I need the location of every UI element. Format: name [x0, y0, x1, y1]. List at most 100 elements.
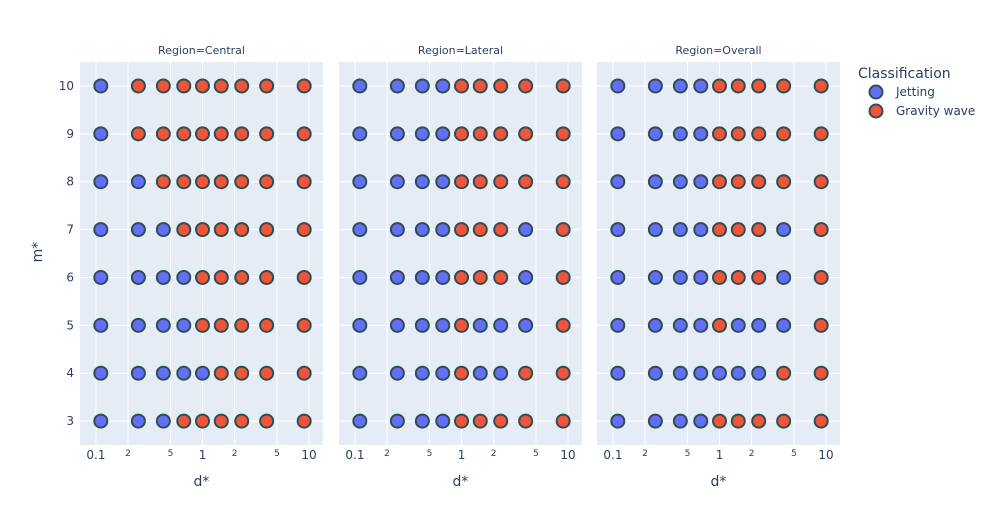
data-point-jetting[interactable]	[435, 365, 451, 381]
data-point-gravity-wave[interactable]	[813, 126, 829, 142]
data-point-jetting[interactable]	[610, 78, 626, 94]
data-point-gravity-wave[interactable]	[751, 222, 767, 238]
legend-item-jetting[interactable]: Jetting	[868, 84, 935, 100]
data-point-jetting[interactable]	[414, 222, 430, 238]
data-point-jetting[interactable]	[352, 78, 368, 94]
data-point-jetting[interactable]	[352, 269, 368, 285]
data-point-jetting[interactable]	[672, 222, 688, 238]
data-point-jetting[interactable]	[610, 317, 626, 333]
data-point-jetting[interactable]	[647, 269, 663, 285]
data-point-jetting[interactable]	[352, 222, 368, 238]
data-point-jetting[interactable]	[518, 269, 534, 285]
data-point-gravity-wave[interactable]	[234, 317, 250, 333]
data-point-gravity-wave[interactable]	[555, 222, 571, 238]
data-point-gravity-wave[interactable]	[518, 365, 534, 381]
data-point-gravity-wave[interactable]	[296, 365, 312, 381]
data-point-gravity-wave[interactable]	[296, 78, 312, 94]
data-point-gravity-wave[interactable]	[712, 413, 728, 429]
data-point-gravity-wave[interactable]	[213, 78, 229, 94]
data-point-jetting[interactable]	[730, 365, 746, 381]
data-point-jetting[interactable]	[493, 317, 509, 333]
data-point-gravity-wave[interactable]	[234, 174, 250, 190]
data-point-gravity-wave[interactable]	[296, 126, 312, 142]
data-point-gravity-wave[interactable]	[176, 126, 192, 142]
data-point-jetting[interactable]	[130, 365, 146, 381]
data-point-jetting[interactable]	[414, 365, 430, 381]
data-point-gravity-wave[interactable]	[195, 269, 211, 285]
data-point-jetting[interactable]	[414, 78, 430, 94]
data-point-jetting[interactable]	[672, 269, 688, 285]
data-point-gravity-wave[interactable]	[751, 413, 767, 429]
data-point-gravity-wave[interactable]	[259, 413, 275, 429]
data-point-jetting[interactable]	[389, 269, 405, 285]
data-point-jetting[interactable]	[389, 222, 405, 238]
data-point-jetting[interactable]	[130, 413, 146, 429]
data-point-gravity-wave[interactable]	[454, 413, 470, 429]
data-point-jetting[interactable]	[672, 78, 688, 94]
data-point-gravity-wave[interactable]	[234, 413, 250, 429]
data-point-gravity-wave[interactable]	[454, 174, 470, 190]
data-point-gravity-wave[interactable]	[555, 126, 571, 142]
data-point-jetting[interactable]	[647, 126, 663, 142]
data-point-gravity-wave[interactable]	[555, 365, 571, 381]
data-point-jetting[interactable]	[155, 222, 171, 238]
data-point-gravity-wave[interactable]	[730, 269, 746, 285]
data-point-jetting[interactable]	[389, 78, 405, 94]
data-point-gravity-wave[interactable]	[813, 174, 829, 190]
data-point-jetting[interactable]	[472, 365, 488, 381]
data-point-jetting[interactable]	[389, 174, 405, 190]
data-point-gravity-wave[interactable]	[493, 269, 509, 285]
data-point-gravity-wave[interactable]	[751, 126, 767, 142]
data-point-gravity-wave[interactable]	[555, 269, 571, 285]
data-point-jetting[interactable]	[751, 365, 767, 381]
data-point-jetting[interactable]	[693, 222, 709, 238]
data-point-jetting[interactable]	[176, 269, 192, 285]
data-point-jetting[interactable]	[389, 317, 405, 333]
data-point-gravity-wave[interactable]	[195, 317, 211, 333]
data-point-jetting[interactable]	[776, 269, 792, 285]
data-point-gravity-wave[interactable]	[730, 174, 746, 190]
data-point-jetting[interactable]	[352, 317, 368, 333]
data-point-jetting[interactable]	[435, 174, 451, 190]
data-point-gravity-wave[interactable]	[518, 126, 534, 142]
data-point-jetting[interactable]	[435, 317, 451, 333]
data-point-gravity-wave[interactable]	[712, 317, 728, 333]
data-point-gravity-wave[interactable]	[176, 174, 192, 190]
data-point-jetting[interactable]	[414, 317, 430, 333]
data-point-jetting[interactable]	[693, 78, 709, 94]
data-point-jetting[interactable]	[693, 317, 709, 333]
data-point-jetting[interactable]	[610, 269, 626, 285]
data-point-jetting[interactable]	[352, 126, 368, 142]
data-point-gravity-wave[interactable]	[555, 317, 571, 333]
data-point-jetting[interactable]	[647, 174, 663, 190]
data-point-gravity-wave[interactable]	[213, 126, 229, 142]
data-point-jetting[interactable]	[155, 317, 171, 333]
data-point-gravity-wave[interactable]	[213, 269, 229, 285]
legend-item-gravity-wave[interactable]: Gravity wave	[868, 103, 976, 119]
data-point-gravity-wave[interactable]	[518, 78, 534, 94]
data-point-gravity-wave[interactable]	[195, 222, 211, 238]
data-point-jetting[interactable]	[672, 317, 688, 333]
data-point-jetting[interactable]	[352, 174, 368, 190]
data-point-gravity-wave[interactable]	[176, 78, 192, 94]
data-point-gravity-wave[interactable]	[259, 78, 275, 94]
data-point-gravity-wave[interactable]	[776, 78, 792, 94]
data-point-jetting[interactable]	[389, 365, 405, 381]
data-point-gravity-wave[interactable]	[712, 222, 728, 238]
data-point-gravity-wave[interactable]	[472, 126, 488, 142]
data-point-jetting[interactable]	[93, 317, 109, 333]
data-point-jetting[interactable]	[195, 365, 211, 381]
data-point-gravity-wave[interactable]	[493, 78, 509, 94]
data-point-jetting[interactable]	[93, 174, 109, 190]
data-point-gravity-wave[interactable]	[176, 222, 192, 238]
data-point-jetting[interactable]	[672, 365, 688, 381]
data-point-jetting[interactable]	[414, 269, 430, 285]
data-point-jetting[interactable]	[730, 317, 746, 333]
data-point-gravity-wave[interactable]	[234, 269, 250, 285]
data-point-gravity-wave[interactable]	[730, 126, 746, 142]
data-point-gravity-wave[interactable]	[176, 413, 192, 429]
data-point-jetting[interactable]	[493, 365, 509, 381]
data-point-gravity-wave[interactable]	[776, 413, 792, 429]
data-point-gravity-wave[interactable]	[472, 413, 488, 429]
data-point-jetting[interactable]	[155, 365, 171, 381]
